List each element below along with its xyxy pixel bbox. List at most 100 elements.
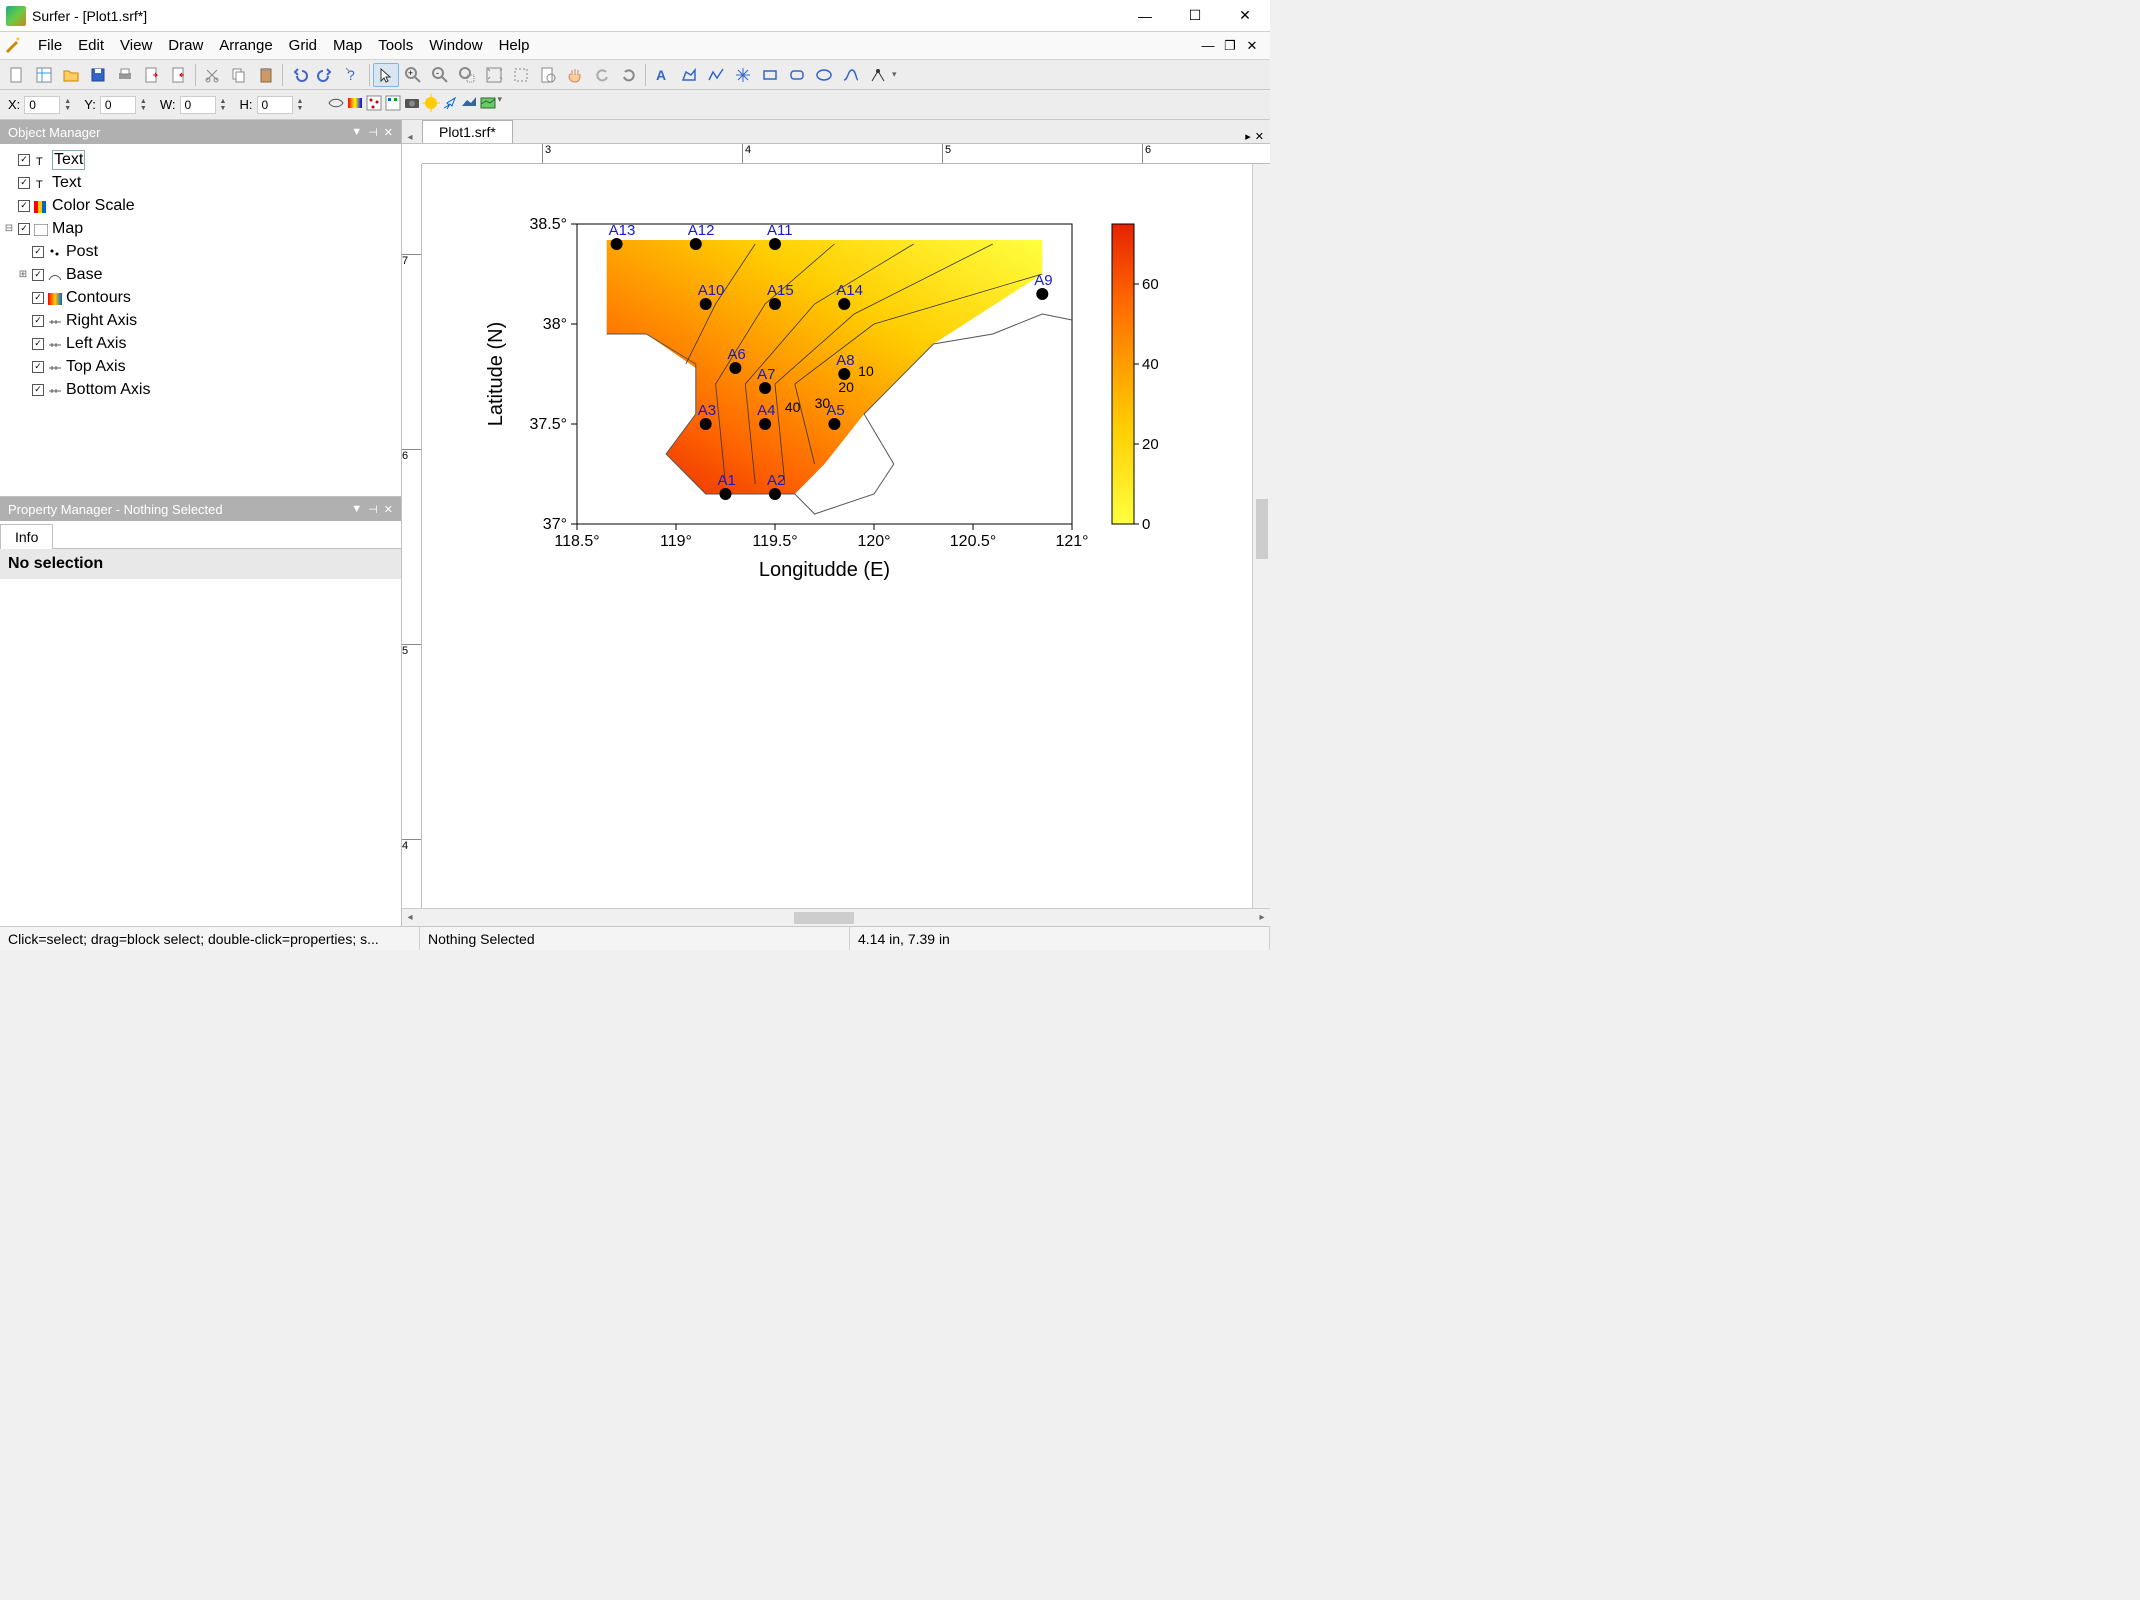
base-map-button[interactable] — [479, 94, 497, 115]
pointer-tool-button[interactable] — [373, 63, 399, 87]
menu-window[interactable]: Window — [421, 34, 490, 57]
x-spinner[interactable]: ▲▼ — [64, 98, 76, 112]
panel-menu-icon[interactable]: ▼ — [351, 126, 362, 139]
panel-close-icon[interactable]: ✕ — [384, 503, 393, 516]
menu-file[interactable]: File — [30, 34, 70, 57]
tree-node-post[interactable]: ✓Post — [4, 240, 397, 263]
svg-text:T: T — [36, 179, 43, 190]
x-value[interactable]: 0 — [24, 96, 60, 114]
polygon-tool-button[interactable] — [676, 63, 702, 87]
zoom-rect-button[interactable] — [454, 63, 480, 87]
h-spinner[interactable]: ▲▼ — [297, 98, 309, 112]
y-spinner[interactable]: ▲▼ — [140, 98, 152, 112]
panel-close-icon[interactable]: ✕ — [384, 126, 393, 139]
zoom-fit-button[interactable] — [481, 63, 507, 87]
import-button[interactable] — [166, 63, 192, 87]
tree-node-bottom-axis[interactable]: ✓Bottom Axis — [4, 378, 397, 401]
zoom-actual-button[interactable] — [535, 63, 561, 87]
info-tab[interactable]: Info — [0, 524, 53, 549]
classed-post-button[interactable] — [384, 94, 402, 115]
minimize-button[interactable]: — — [1130, 4, 1160, 28]
no-selection-label: No selection — [0, 549, 401, 579]
tree-node-color-scale[interactable]: ✓Color Scale — [4, 194, 397, 217]
horizontal-ruler: 3456 — [422, 144, 1270, 164]
save-button[interactable] — [85, 63, 111, 87]
menu-help[interactable]: Help — [491, 34, 538, 57]
svg-text:A3: A3 — [698, 402, 716, 419]
y-value[interactable]: 0 — [100, 96, 136, 114]
panel-pin-icon[interactable]: ⊣ — [368, 503, 378, 516]
export-button[interactable] — [139, 63, 165, 87]
svg-text:A8: A8 — [836, 352, 854, 369]
paste-button[interactable] — [253, 63, 279, 87]
close-button[interactable]: ✕ — [1230, 4, 1260, 28]
zoom-in-button[interactable]: + — [400, 63, 426, 87]
tab-close-icon[interactable]: ✕ — [1255, 130, 1264, 143]
window-title: Surfer - [Plot1.srf*] — [32, 8, 1130, 24]
cut-button[interactable] — [199, 63, 225, 87]
copy-button[interactable] — [226, 63, 252, 87]
tree-node-text[interactable]: ✓TText — [4, 148, 397, 171]
roundrect-tool-button[interactable] — [784, 63, 810, 87]
contour-map-button[interactable] — [327, 94, 345, 115]
horizontal-scrollbar[interactable]: ◂▸ — [402, 908, 1270, 926]
redo-button[interactable] — [313, 63, 339, 87]
open-button[interactable] — [58, 63, 84, 87]
panel-pin-icon[interactable]: ⊣ — [368, 126, 378, 139]
undo-button[interactable] — [286, 63, 312, 87]
tree-node-top-axis[interactable]: ✓Top Axis — [4, 355, 397, 378]
help-button[interactable]: ? — [340, 63, 366, 87]
rect-tool-button[interactable] — [757, 63, 783, 87]
rotate-right-button[interactable] — [616, 63, 642, 87]
menu-view[interactable]: View — [112, 34, 160, 57]
text-tool-button[interactable]: A — [649, 63, 675, 87]
tree-node-right-axis[interactable]: ✓Right Axis — [4, 309, 397, 332]
tree-node-base[interactable]: ⊞✓Base — [4, 263, 397, 286]
plot-canvas[interactable]: 10203040A1A2A3A4A5A6A7A8A9A10A11A12A13A1… — [422, 164, 1270, 908]
reshape-tool-button[interactable] — [865, 63, 891, 87]
mdi-restore-button[interactable]: ❐ — [1222, 38, 1238, 54]
tree-node-left-axis[interactable]: ✓Left Axis — [4, 332, 397, 355]
tree-node-text[interactable]: ✓TText — [4, 171, 397, 194]
tab-next-icon[interactable]: ▸ — [1245, 130, 1251, 143]
new-button[interactable] — [4, 63, 30, 87]
mdi-minimize-button[interactable]: — — [1200, 38, 1216, 54]
svg-text:A5: A5 — [826, 402, 844, 419]
print-button[interactable] — [112, 63, 138, 87]
surface-button[interactable] — [460, 94, 478, 115]
worksheet-button[interactable] — [31, 63, 57, 87]
document-tab[interactable]: Plot1.srf* — [422, 120, 513, 143]
rotate-left-button[interactable] — [589, 63, 615, 87]
tree-node-contours[interactable]: ✓Contours — [4, 286, 397, 309]
h-value[interactable]: 0 — [257, 96, 293, 114]
panel-menu-icon[interactable]: ▼ — [351, 503, 362, 516]
polyline-tool-button[interactable] — [703, 63, 729, 87]
zoom-sel-button[interactable] — [508, 63, 534, 87]
maximize-button[interactable]: ☐ — [1180, 4, 1210, 28]
capture-button[interactable] — [403, 94, 421, 115]
vertical-scrollbar[interactable] — [1252, 164, 1270, 908]
menu-draw[interactable]: Draw — [160, 34, 211, 57]
mdi-close-button[interactable]: ✕ — [1244, 38, 1260, 54]
symbol-tool-button[interactable] — [730, 63, 756, 87]
menu-tools[interactable]: Tools — [370, 34, 421, 57]
zoom-out-button[interactable]: - — [427, 63, 453, 87]
menu-map[interactable]: Map — [325, 34, 370, 57]
ellipse-tool-button[interactable] — [811, 63, 837, 87]
vector-map-button[interactable] — [441, 94, 459, 115]
menu-edit[interactable]: Edit — [70, 34, 112, 57]
w-value[interactable]: 0 — [180, 96, 216, 114]
w-spinner[interactable]: ▲▼ — [220, 98, 232, 112]
tab-prev-icon[interactable]: ◂ — [402, 132, 418, 143]
menu-arrange[interactable]: Arrange — [211, 34, 280, 57]
post-map-button[interactable] — [365, 94, 383, 115]
menu-grid[interactable]: Grid — [281, 34, 325, 57]
shaded-relief-button[interactable] — [422, 94, 440, 115]
tree-node-map[interactable]: ⊟✓Map — [4, 217, 397, 240]
object-manager-tree[interactable]: ✓TText✓TText✓Color Scale⊟✓Map✓Post⊞✓Base… — [0, 144, 401, 496]
image-map-button[interactable] — [346, 94, 364, 115]
pan-button[interactable] — [562, 63, 588, 87]
svg-text:A4: A4 — [757, 402, 775, 419]
spline-tool-button[interactable] — [838, 63, 864, 87]
svg-text:38.5°: 38.5° — [529, 216, 567, 233]
